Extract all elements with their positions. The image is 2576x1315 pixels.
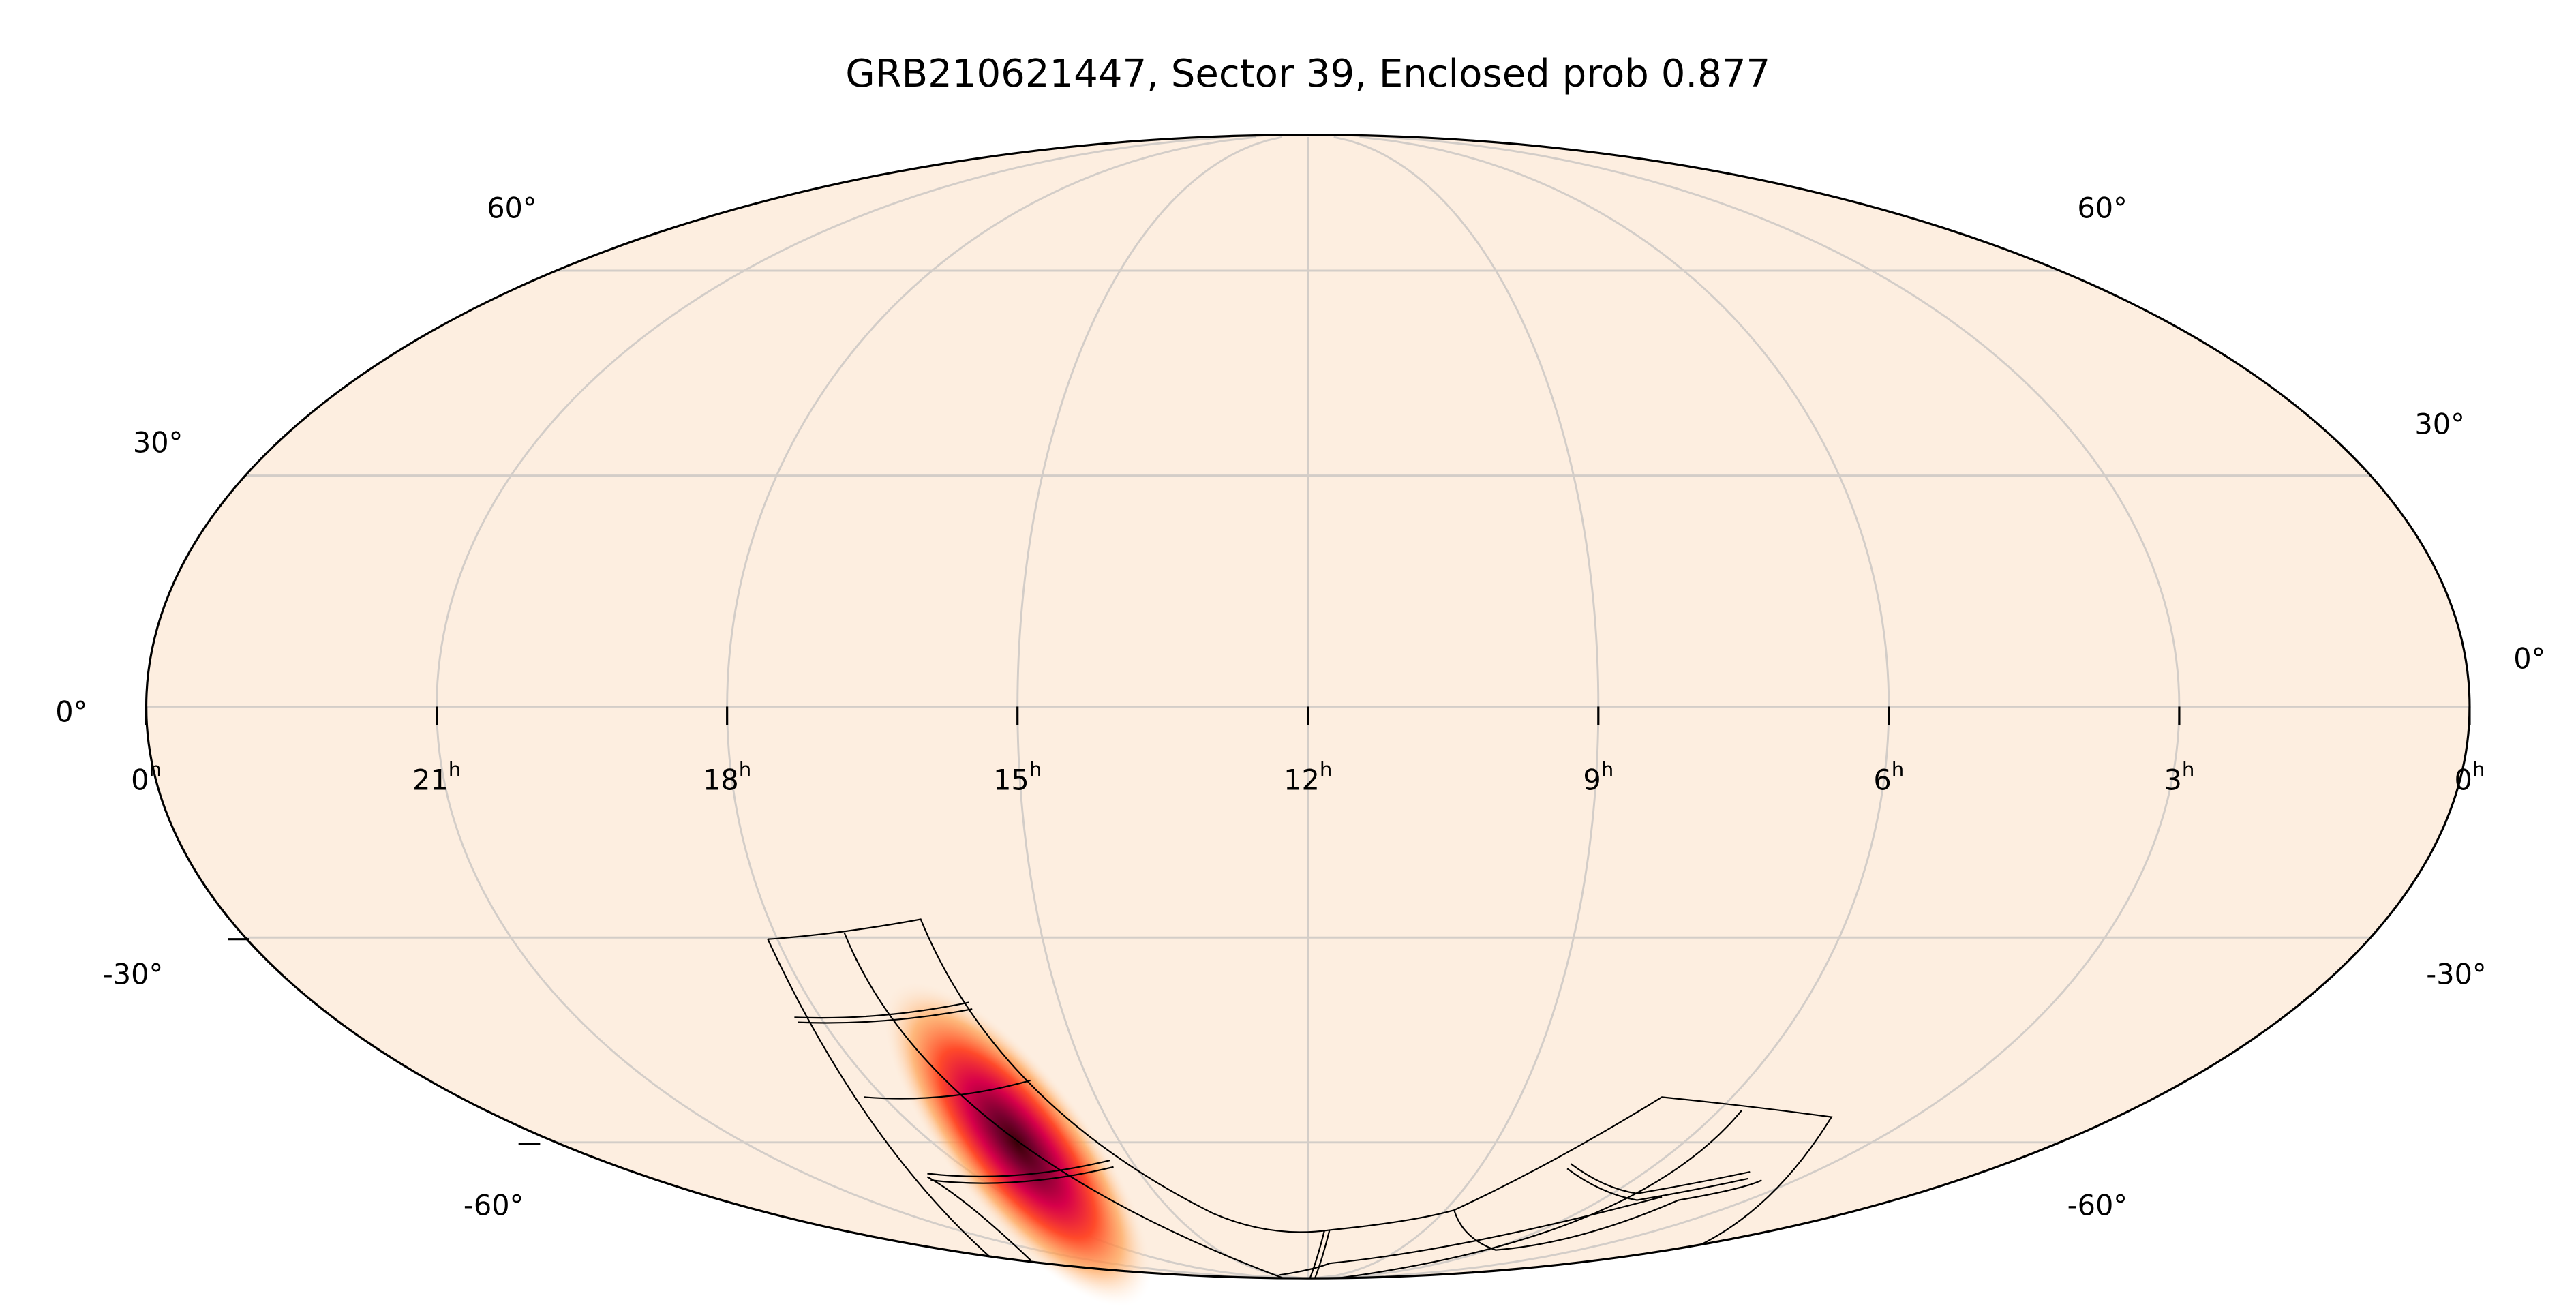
dec-label: 60° (487, 192, 536, 225)
dec-label: 60° (2077, 192, 2127, 225)
dec-label: 0° (2513, 642, 2545, 675)
ra-label: 12h (1284, 758, 1332, 797)
dec-labels-left: 60° 30° 0° -30° -60° (55, 192, 536, 1222)
dec-label: 0° (55, 695, 87, 728)
sky-boundary (145, 134, 2471, 1280)
ra-label: 15h (993, 758, 1042, 797)
dec-label: -30° (103, 958, 163, 991)
camera-dividers-2 (1279, 1110, 1751, 1279)
probability-heatmap (882, 980, 1152, 1307)
ra-label: 3h (2164, 758, 2194, 797)
ra-label: 21h (412, 758, 461, 797)
dec-label: 30° (2414, 408, 2464, 441)
ra-label: 9h (1583, 758, 1613, 797)
ra-label: 6h (1873, 758, 1904, 797)
dec-label: -30° (2426, 958, 2486, 991)
ra-label: 0h (2454, 758, 2485, 797)
dec-label: 30° (133, 426, 183, 459)
dec-label: -60° (2067, 1189, 2127, 1222)
camera-dividers-1 (794, 932, 1288, 1279)
chart-title: GRB210621447, Sector 39, Enclosed prob 0… (845, 52, 1770, 96)
ra-labels: 0h 21h 18h 15h 12h 9h 6h 3h 0h (131, 758, 2485, 797)
dec-label: -60° (464, 1189, 524, 1222)
ra-label: 0h (131, 758, 162, 797)
axis-ticks (145, 706, 2471, 1145)
ra-label: 18h (703, 758, 751, 797)
dec-labels-right: 60° 30° 0° -30° -60° (2067, 192, 2546, 1222)
camera-strip-2 (1213, 1096, 1833, 1279)
